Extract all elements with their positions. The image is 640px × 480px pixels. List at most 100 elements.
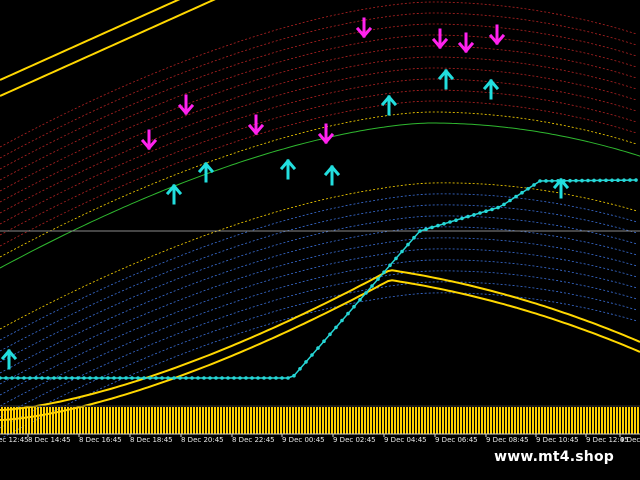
volume-bar (244, 407, 246, 434)
volume-bar (397, 407, 399, 434)
lower-dotted-band-line (0, 204, 637, 352)
volume-bar (58, 407, 60, 434)
lower-solid-band (0, 279, 640, 421)
trend-dot (334, 325, 338, 330)
volume-bar (577, 407, 579, 434)
trend-dot (370, 284, 374, 288)
trend-dot (268, 376, 272, 380)
volume-bar (622, 407, 624, 434)
volume-bar (136, 407, 138, 434)
volume-bar (523, 407, 525, 434)
trend-dot (604, 178, 608, 183)
volume-bar (172, 407, 174, 434)
trend-dot (466, 214, 470, 219)
upper-dotted-band-line (0, 34, 637, 181)
volume-bar (583, 407, 585, 434)
trend-dot (10, 376, 14, 380)
volume-bar (553, 407, 555, 434)
trend-dot (580, 178, 584, 183)
volume-bar (490, 407, 492, 434)
volume-bar (364, 407, 366, 434)
trend-dot (76, 376, 80, 380)
trend-dot (592, 178, 596, 183)
volume-histogram (1, 407, 639, 434)
volume-bar (79, 407, 81, 434)
upper-dotted-band-line (0, 67, 637, 214)
volume-bar (82, 407, 84, 434)
trend-dot (304, 360, 308, 364)
volume-bar (130, 407, 132, 434)
trend-dot (16, 376, 20, 380)
trend-dot (346, 311, 350, 316)
upper-dotted-band-line (0, 100, 637, 247)
signal-arrows (0, 17, 570, 370)
volume-bar (460, 407, 462, 434)
upper-dotted-bands (0, 1, 637, 258)
volume-bar (352, 407, 354, 434)
buy-signal-arrow-icon (552, 177, 570, 199)
volume-bar (505, 407, 507, 434)
volume-bar (454, 407, 456, 434)
trend-dot (364, 291, 368, 295)
volume-bar (412, 407, 414, 434)
volume-bar (574, 407, 576, 434)
volume-bar (55, 407, 57, 434)
trend-dot (502, 202, 506, 207)
volume-bar (442, 407, 444, 434)
trend-dot (424, 227, 428, 231)
trend-dot (532, 183, 536, 187)
volume-bar (445, 407, 447, 434)
trend-dot (142, 376, 146, 380)
volume-bar (448, 407, 450, 434)
sell-signal-arrow-icon (355, 17, 373, 39)
time-axis-label: 9 Dec 00:45 (282, 436, 325, 444)
volume-bar (499, 407, 501, 434)
volume-bar (343, 407, 345, 434)
volume-bar (562, 407, 564, 434)
trend-dot (220, 376, 224, 380)
trend-dot (388, 263, 392, 268)
trend-dot (436, 223, 440, 228)
sell-signal-arrow-icon (140, 129, 158, 151)
volume-bar (166, 407, 168, 434)
sell-signal-arrow-icon (247, 114, 265, 136)
trend-dot (244, 376, 248, 380)
volume-bar (160, 407, 162, 434)
volume-bar (304, 407, 306, 434)
volume-bar (478, 407, 480, 434)
trend-dot (88, 376, 92, 380)
volume-bar (199, 407, 201, 434)
trend-dot (106, 376, 110, 380)
volume-bar (550, 407, 552, 434)
volume-bar (232, 407, 234, 434)
trend-dot (292, 373, 296, 378)
volume-bar (184, 407, 186, 434)
volume-bar (214, 407, 216, 434)
volume-bar (529, 407, 531, 434)
volume-bar (595, 407, 597, 434)
time-axis-label: 8 Dec 22:45 (232, 436, 275, 444)
trend-dot (406, 242, 410, 247)
volume-bar (157, 407, 159, 434)
volume-bar (313, 407, 315, 434)
time-axis-label: 8 Dec 14:45 (28, 436, 71, 444)
volume-bar (628, 407, 630, 434)
trend-dot (46, 376, 50, 380)
volume-bar (535, 407, 537, 434)
trend-dot (118, 376, 122, 380)
buy-signal-arrow-icon (380, 94, 398, 116)
trend-dot (130, 376, 134, 380)
volume-bar (331, 407, 333, 434)
time-axis-label: 8 Dec 16:45 (79, 436, 122, 444)
trend-dot (430, 225, 434, 230)
volume-bar (289, 407, 291, 434)
trend-dot (64, 376, 68, 380)
volume-bar (145, 407, 147, 434)
volume-bar (256, 407, 258, 434)
trend-dot (34, 376, 38, 380)
trend-dot (472, 213, 476, 217)
volume-bar (70, 407, 72, 434)
trend-dot (610, 178, 614, 183)
